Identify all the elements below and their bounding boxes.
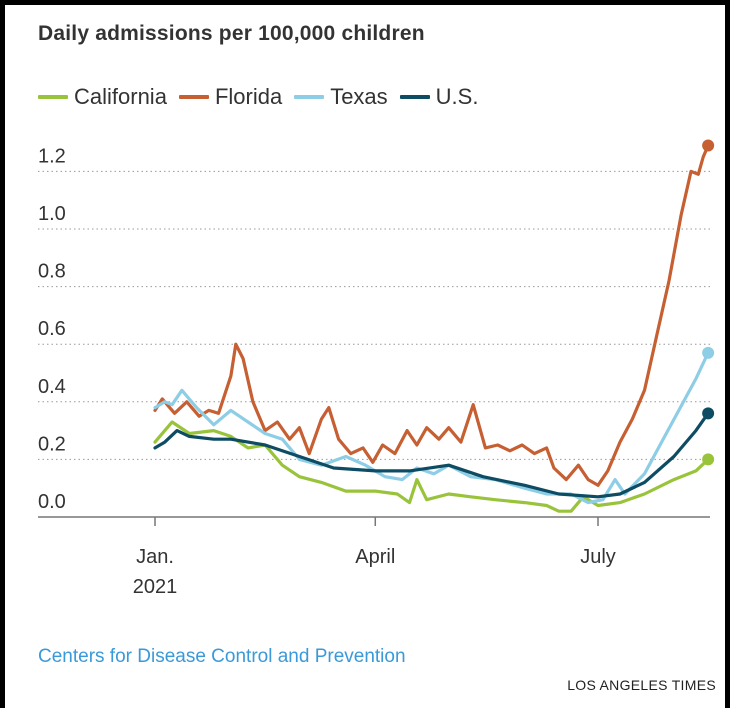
chart-title: Daily admissions per 100,000 children xyxy=(38,22,425,45)
y-tick-label-0.2: 0.2 xyxy=(38,433,66,455)
y-tick-label-1.2: 1.2 xyxy=(38,145,66,167)
legend-item-california: California xyxy=(38,84,167,110)
series-line-florida xyxy=(153,143,710,487)
y-tick-label-1.0: 1.0 xyxy=(38,203,66,225)
y-tick-label-0.6: 0.6 xyxy=(38,318,66,340)
legend-swatch-california xyxy=(38,95,68,99)
y-tick-label-0.4: 0.4 xyxy=(38,376,66,398)
series-line-texas xyxy=(153,351,710,505)
series-line-california xyxy=(153,420,710,513)
legend-swatch-florida xyxy=(178,95,209,99)
series-end-marker-us xyxy=(702,407,715,420)
series xyxy=(153,139,715,513)
gridlines xyxy=(38,170,710,460)
x-tick-label-jan: Jan. xyxy=(136,546,174,568)
y-tick-label-0.0: 0.0 xyxy=(38,491,66,513)
series-end-marker-texas xyxy=(702,346,715,359)
legend-label-texas: Texas xyxy=(330,84,388,109)
legend-item-texas: Texas xyxy=(294,84,388,110)
x-tick-label-april: April xyxy=(355,546,395,568)
x-tick-label-july: July xyxy=(580,546,616,568)
y-tick-label-0.8: 0.8 xyxy=(38,261,66,283)
x-tick-sublabel-jan: 2021 xyxy=(133,576,178,598)
legend-label-florida: Florida xyxy=(214,84,283,109)
legend-label-california: California xyxy=(74,84,167,109)
series-line-us xyxy=(153,411,710,499)
source-link[interactable]: Centers for Disease Control and Preventi… xyxy=(38,646,406,667)
legend-swatch-us xyxy=(399,95,430,99)
series-end-marker-california xyxy=(702,453,715,466)
legend-swatch-texas xyxy=(294,95,325,99)
axes: 0.0 0.2 0.4 0.6 0.8 1.0 1.2 Jan. 2021 April July xyxy=(38,145,710,598)
series-end-marker-florida xyxy=(702,139,715,152)
legend-label-us: U.S. xyxy=(435,84,479,109)
legend-item-us: U.S. xyxy=(399,84,479,110)
publisher-credit: LOS ANGELES TIMES xyxy=(567,677,716,693)
legend: California Florida Texas U.S. xyxy=(38,84,490,110)
legend-item-florida: Florida xyxy=(178,84,283,110)
